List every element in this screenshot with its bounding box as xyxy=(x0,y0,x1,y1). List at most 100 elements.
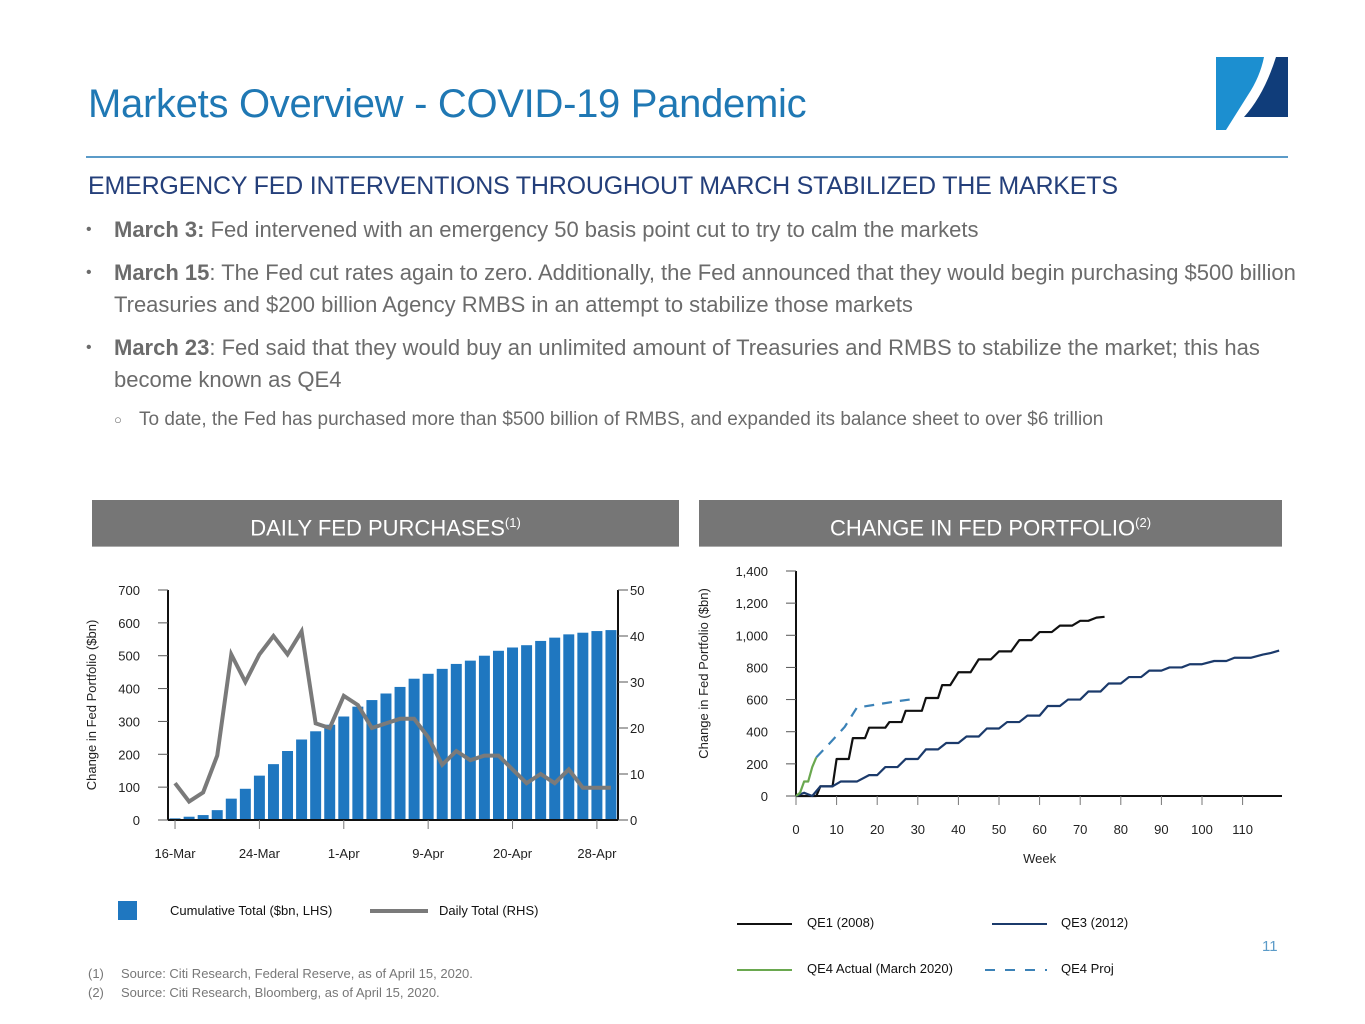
page-number: 11 xyxy=(1262,938,1278,955)
left-y-tick-label: 200 xyxy=(118,747,140,762)
bar-cumulative-total xyxy=(225,798,237,820)
bullet-text: : The Fed cut rates again to zero. Addit… xyxy=(114,260,1296,317)
bar-cumulative-total xyxy=(338,716,350,820)
left-y-tick-label: 700 xyxy=(118,583,140,598)
bar-cumulative-total xyxy=(267,764,279,820)
bar-cumulative-total xyxy=(591,631,603,820)
y-tick-label: 600 xyxy=(746,693,768,708)
bar-cumulative-total xyxy=(394,686,406,820)
bar-cumulative-total xyxy=(296,739,308,820)
left-y-tick-label: 0 xyxy=(133,813,140,828)
sub-bullet-text: To date, the Fed has purchased more than… xyxy=(139,409,1104,430)
legend-line-swatch xyxy=(370,909,428,913)
right-y-tick-label: 40 xyxy=(630,629,644,644)
y-tick-label: 400 xyxy=(746,725,768,740)
legend-qe3-label: QE3 (2012) xyxy=(1061,915,1129,930)
x-tick-label: 90 xyxy=(1154,822,1168,837)
line-qe4-actual-march-2020 xyxy=(795,757,818,797)
line-qe4-proj xyxy=(815,698,910,759)
daily-fed-purchases-chart: Change in Fed Portfolio ($bn)01002003004… xyxy=(84,583,644,860)
right-y-axis-title: Change in Fed Portfolio ($bn) xyxy=(696,588,711,759)
bar-cumulative-total xyxy=(436,668,448,820)
x-tick-label: 60 xyxy=(1032,822,1046,837)
line-qe3-2012 xyxy=(795,649,1280,798)
left-y-axis-title: Change in Fed Portfolio ($bn) xyxy=(84,620,99,791)
legend-line-label: Daily Total (RHS) xyxy=(439,903,539,918)
left-y-tick-label: 100 xyxy=(118,780,140,795)
legend-qe3-swatch xyxy=(992,923,1047,925)
x-axis-title: Week xyxy=(1023,851,1056,866)
bar-cumulative-total xyxy=(478,655,490,820)
left-panel-header: DAILY FED PURCHASES(1) xyxy=(92,500,679,546)
right-panel-footnote-ref: (2) xyxy=(1135,515,1152,530)
bullet-item: • March 3: Fed intervened with an emerge… xyxy=(84,214,1299,246)
bullet-text: : Fed said that they would buy an unlimi… xyxy=(114,335,1260,392)
right-y-tick-label: 0 xyxy=(630,813,637,828)
bar-cumulative-total xyxy=(535,640,547,820)
y-tick-label: 800 xyxy=(746,660,768,675)
legend-qe4-proj-swatch xyxy=(985,969,1047,971)
x-tick-label: 1-Apr xyxy=(328,846,360,860)
y-tick-label: 0 xyxy=(761,789,768,804)
footnotes: (1) Source: Citi Research, Federal Reserv… xyxy=(88,964,473,1002)
x-tick-label: 80 xyxy=(1114,822,1128,837)
bar-cumulative-total xyxy=(422,673,434,820)
x-tick-label: 30 xyxy=(911,822,925,837)
left-y-tick-label: 500 xyxy=(118,649,140,664)
bullet-dot-icon: • xyxy=(86,221,92,238)
x-tick-label: 40 xyxy=(951,822,965,837)
x-tick-label: 70 xyxy=(1073,822,1087,837)
left-panel-title: DAILY FED PURCHASES xyxy=(250,515,505,541)
footnote-number: (1) xyxy=(88,966,104,981)
sub-bullet-item: ○ To date, the Fed has purchased more th… xyxy=(84,407,1299,433)
bar-cumulative-total xyxy=(577,632,589,820)
left-y-tick-label: 400 xyxy=(118,682,140,697)
right-y-tick-label: 50 xyxy=(630,583,644,598)
x-tick-label: 16-Mar xyxy=(154,846,196,860)
right-y-tick-label: 20 xyxy=(630,721,644,736)
right-y-tick-label: 10 xyxy=(630,767,644,782)
bar-cumulative-total xyxy=(310,731,322,820)
bullet-date: March 23 xyxy=(114,335,210,360)
x-tick-label: 0 xyxy=(792,822,799,837)
header-divider xyxy=(86,156,1288,158)
bar-cumulative-total xyxy=(282,751,294,820)
bar-cumulative-total xyxy=(239,788,251,820)
section-subtitle: EMERGENCY FED INTERVENTIONS THROUGHOUT M… xyxy=(88,172,1118,200)
left-y-tick-label: 300 xyxy=(118,714,140,729)
bar-cumulative-total xyxy=(464,660,476,820)
bullet-date: March 3: xyxy=(114,217,205,242)
bar-cumulative-total xyxy=(380,693,392,820)
legend-qe4-actual-label: QE4 Actual (March 2020) xyxy=(807,961,953,976)
bar-cumulative-total xyxy=(183,816,195,820)
x-tick-label: 28-Apr xyxy=(577,846,617,860)
bar-cumulative-total xyxy=(197,815,209,820)
bar-cumulative-total xyxy=(605,630,617,820)
legend-qe1-swatch xyxy=(737,923,792,925)
bullet-dot-icon: • xyxy=(86,339,92,356)
y-tick-label: 1,000 xyxy=(735,628,768,643)
footnote-number: (2) xyxy=(88,985,104,1000)
bar-cumulative-total xyxy=(507,647,519,820)
bullet-item: • March 23: Fed said that they would buy… xyxy=(84,332,1299,396)
right-panel-title: CHANGE IN FED PORTFOLIO xyxy=(829,515,1136,541)
footnote-item: (2) Source: Citi Research, Bloomberg, as … xyxy=(88,983,473,1002)
page-title: Markets Overview - COVID-19 Pandemic xyxy=(88,82,807,126)
bar-cumulative-total xyxy=(324,724,336,820)
x-tick-label: 100 xyxy=(1191,822,1213,837)
bullet-item: • March 15: The Fed cut rates again to z… xyxy=(84,257,1299,321)
bar-cumulative-total xyxy=(563,634,575,820)
legend-bar-label: Cumulative Total ($bn, LHS) xyxy=(170,903,333,918)
right-y-tick-label: 30 xyxy=(630,675,644,690)
footnote-text: Source: Citi Research, Federal Reserve, … xyxy=(121,966,473,981)
x-tick-label: 20 xyxy=(870,822,884,837)
footnote-text: Source: Citi Research, Bloomberg, as of … xyxy=(121,985,440,1000)
x-tick-label: 20-Apr xyxy=(493,846,533,860)
bullet-list: • March 3: Fed intervened with an emerge… xyxy=(84,214,1299,433)
y-tick-label: 1,200 xyxy=(735,596,768,611)
x-tick-label: 50 xyxy=(992,822,1006,837)
legend-bar-swatch xyxy=(118,901,137,920)
bar-cumulative-total xyxy=(253,775,265,820)
left-panel-footnote-ref: (1) xyxy=(504,515,521,530)
legend-qe1-label: QE1 (2008) xyxy=(807,915,875,930)
